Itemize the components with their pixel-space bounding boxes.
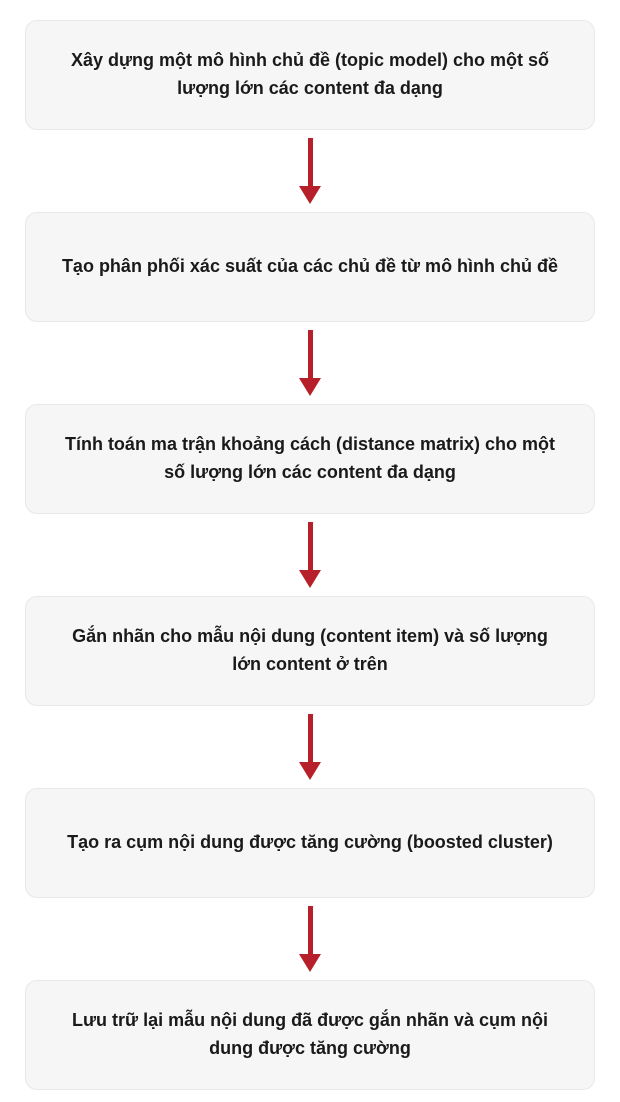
flow-node-6: Lưu trữ lại mẫu nội dung đã được gắn nhã… <box>25 980 595 1090</box>
arrow-icon <box>299 522 321 588</box>
flow-node-label: Tạo phân phối xác suất của các chủ đề từ… <box>62 253 558 281</box>
flow-node-4: Gắn nhãn cho mẫu nội dung (content item)… <box>25 596 595 706</box>
flow-node-label: Tính toán ma trận khoảng cách (distance … <box>56 431 564 487</box>
flow-node-label: Lưu trữ lại mẫu nội dung đã được gắn nhã… <box>56 1007 564 1063</box>
flow-node-2: Tạo phân phối xác suất của các chủ đề từ… <box>25 212 595 322</box>
flow-node-5: Tạo ra cụm nội dung được tăng cường (boo… <box>25 788 595 898</box>
flow-node-3: Tính toán ma trận khoảng cách (distance … <box>25 404 595 514</box>
arrow-icon <box>299 138 321 204</box>
flow-node-label: Tạo ra cụm nội dung được tăng cường (boo… <box>67 829 553 857</box>
arrow-icon <box>299 330 321 396</box>
flow-node-1: Xây dựng một mô hình chủ đề (topic model… <box>25 20 595 130</box>
flow-node-label: Xây dựng một mô hình chủ đề (topic model… <box>56 47 564 103</box>
flow-node-label: Gắn nhãn cho mẫu nội dung (content item)… <box>56 623 564 679</box>
arrow-icon <box>299 906 321 972</box>
arrow-icon <box>299 714 321 780</box>
